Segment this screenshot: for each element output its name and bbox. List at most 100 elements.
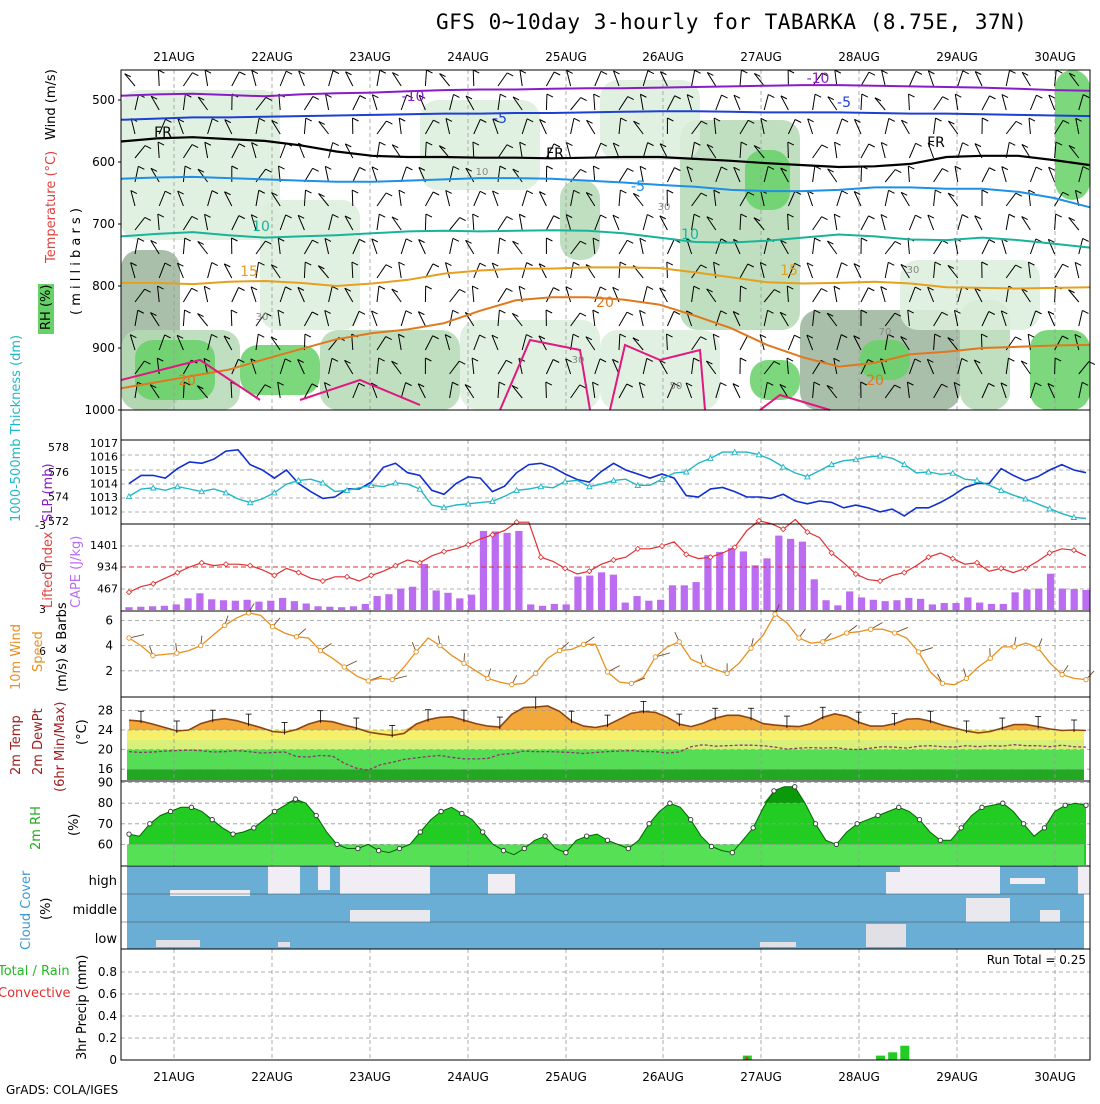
cape-bar-35 xyxy=(539,606,546,610)
rh-shading-20 xyxy=(900,260,1040,330)
cape-bar-24 xyxy=(409,587,416,610)
wind10-marker-76 xyxy=(1036,646,1040,650)
wind10-marker-4 xyxy=(175,651,179,655)
precip-tick-0.8: 0.8 xyxy=(98,965,117,979)
cape-bar-64 xyxy=(882,601,889,610)
contour-label-8: 10 xyxy=(252,219,270,235)
cape-bar-6 xyxy=(196,593,203,610)
rh2m-marker-54 xyxy=(689,817,693,821)
cape-bar-42 xyxy=(622,603,629,610)
cloud-row-label-high: high xyxy=(89,874,117,889)
chart-title: GFS 0~10day 3-hourly for TABARKA (8.75E,… xyxy=(436,10,1027,34)
cloud-high-8 xyxy=(1078,866,1090,894)
cloud-mid-2 xyxy=(1040,910,1060,922)
bottom-date-label-7: 28AUG xyxy=(838,1070,880,1084)
cape-tick-1401: 1401 xyxy=(90,539,118,552)
cape-bar-53 xyxy=(752,565,759,610)
wind-barb xyxy=(425,214,426,230)
temp-tick-28: 28 xyxy=(98,703,113,717)
wind-barb xyxy=(546,94,547,110)
temp-tick-20: 20 xyxy=(98,743,113,757)
wind10-marker-70 xyxy=(964,676,968,680)
cape-bar-71 xyxy=(964,597,971,610)
cape-bar-31 xyxy=(492,531,499,610)
rh2m-marker-26 xyxy=(397,846,401,850)
cape-bar-80 xyxy=(1071,589,1078,610)
cloud-row-label-low: low xyxy=(95,932,118,947)
contour-label-18: 30 xyxy=(256,312,269,323)
rh2m-marker-68 xyxy=(834,842,838,846)
temp-tick-24: 24 xyxy=(98,723,113,737)
rh2m-tick-60: 60 xyxy=(98,837,113,851)
contour-label-2: -5 xyxy=(493,111,507,127)
cape-bar-48 xyxy=(692,582,699,610)
cape-bar-25 xyxy=(421,564,428,610)
slp-tick-1013: 1013 xyxy=(90,491,118,504)
cape-bar-74 xyxy=(1000,604,1007,610)
cape-bar-81 xyxy=(1082,590,1089,610)
rh2m-tick-70: 70 xyxy=(98,817,113,831)
precip-legend-conv: Convective xyxy=(0,986,71,1001)
rh-shading-10 xyxy=(745,150,790,210)
cloud-ylabel: Cloud Cover xyxy=(19,870,34,950)
contour-label-12: 20 xyxy=(596,295,614,311)
cape-bar-59 xyxy=(822,600,829,610)
contour-label-19: 30 xyxy=(572,355,585,366)
rh2m-marker-82 xyxy=(980,805,984,809)
cape-bar-27 xyxy=(444,593,451,610)
cape-bar-57 xyxy=(799,542,806,610)
cape-bar-61 xyxy=(846,591,853,610)
rh2m-marker-88 xyxy=(1042,826,1046,830)
wind-barb xyxy=(740,286,741,302)
cape-bar-66 xyxy=(905,598,912,610)
wind10-marker-72 xyxy=(988,656,992,660)
temp-ylabel-d: (°C) xyxy=(75,719,90,745)
cloud-high-7 xyxy=(1010,878,1045,884)
rh2m-marker-24 xyxy=(376,848,380,852)
cape-bar-78 xyxy=(1047,574,1054,610)
temp-ylabel-a: 2m Temp xyxy=(9,715,24,775)
contour-label-21: 70 xyxy=(879,327,892,338)
wind10-marker-50 xyxy=(725,671,729,675)
temp-band-22 xyxy=(127,740,1084,750)
rh2m-marker-84 xyxy=(1001,801,1005,805)
cape-bar-44 xyxy=(645,601,652,610)
wind10-marker-48 xyxy=(701,662,705,666)
top-date-label-5: 26AUG xyxy=(642,50,684,64)
wind10-marker-60 xyxy=(845,631,849,635)
cape-bar-79 xyxy=(1059,589,1066,610)
precip-legend-total: Total / Rain xyxy=(0,964,70,979)
rh-shading-5 xyxy=(320,330,460,410)
contour-label-11: 15 xyxy=(780,263,798,279)
contour-label-6: FR xyxy=(927,135,945,151)
slp-tick-1016: 1016 xyxy=(90,451,118,464)
wind-barb xyxy=(473,70,474,86)
cape-bar-34 xyxy=(527,604,534,610)
rh2m-marker-64 xyxy=(793,785,797,789)
cape-bar-72 xyxy=(976,603,983,610)
rh2m-marker-76 xyxy=(917,817,921,821)
rh2m-marker-6 xyxy=(189,805,193,809)
wind10-marker-38 xyxy=(581,642,585,646)
rh-shading-11 xyxy=(750,360,800,400)
cape-bar-11 xyxy=(255,602,262,610)
precip-bg xyxy=(121,949,1090,1060)
cape-bar-37 xyxy=(563,604,570,610)
cape-bar-70 xyxy=(952,603,959,610)
cloud-low-0 xyxy=(156,940,200,947)
cloud-high-1 xyxy=(268,866,300,894)
cape-ylabel: CAPE (J/kg) xyxy=(69,536,84,608)
grads-credit: GrADS: COLA/IGES xyxy=(6,1083,118,1097)
rh2m-marker-66 xyxy=(813,822,817,826)
cape-bar-14 xyxy=(291,601,298,610)
cape-bar-21 xyxy=(373,596,380,610)
slp-tick-1012: 1012 xyxy=(90,505,118,518)
rh2m-marker-28 xyxy=(418,830,422,834)
cape-bar-76 xyxy=(1023,590,1030,610)
pressure-tick-900: 900 xyxy=(92,341,115,355)
cape-bar-51 xyxy=(728,548,735,610)
rh-shading-3 xyxy=(240,345,320,395)
precip-total-bar-3 xyxy=(900,1046,909,1060)
slp-tick-1014: 1014 xyxy=(90,478,118,491)
cape-bar-28 xyxy=(456,598,463,610)
